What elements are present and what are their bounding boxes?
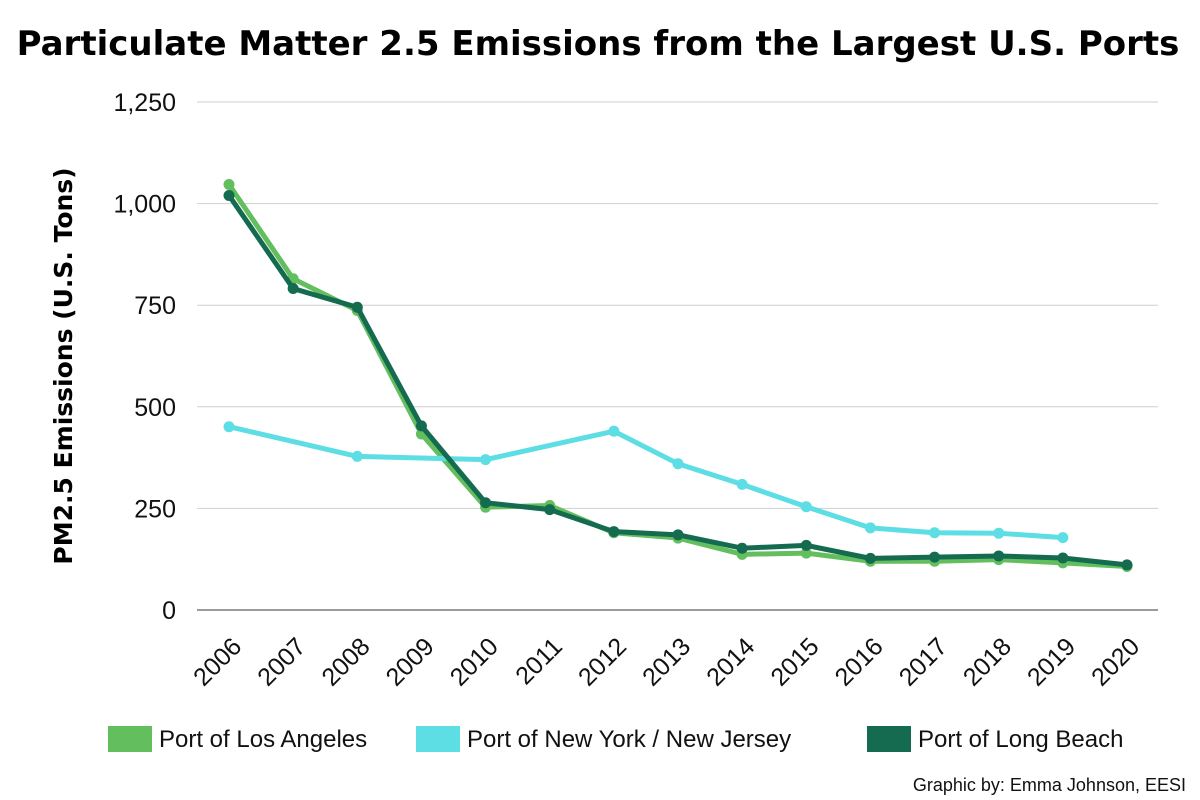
x-tick-label: 2007 (252, 632, 311, 691)
data-point (480, 454, 492, 466)
series-line (226, 192, 1130, 568)
series-line (226, 424, 1066, 541)
y-tick-label: 250 (134, 495, 176, 523)
x-tick-label: 2020 (1086, 632, 1145, 691)
data-point (1057, 552, 1069, 564)
x-tick-labels: 2006 2007 2008 2009 2010 2011 2012 2013 2014 2015… (188, 632, 1145, 691)
x-tick-label: 2013 (637, 632, 696, 691)
x-tick-label: 2011 (510, 632, 568, 690)
y-tick-labels: 0 250 500 750 1,000 1,250 (113, 89, 176, 625)
data-point (415, 420, 427, 432)
y-axis-label: PM2.5 Emissions (U.S. Tons) (49, 167, 78, 564)
data-point (929, 527, 941, 539)
x-tick-label: 2019 (1022, 632, 1081, 691)
series-line (226, 181, 1130, 570)
data-point (223, 178, 235, 190)
data-point (672, 529, 684, 541)
credit-text: Graphic by: Emma Johnson, EESI (913, 775, 1186, 795)
x-tick-label: 2008 (316, 632, 375, 691)
data-point (993, 527, 1005, 539)
data-point (993, 550, 1005, 562)
legend: Port of Los Angeles Port of New York / Ne… (108, 726, 1123, 753)
data-point (800, 539, 812, 551)
x-tick-label: 2009 (381, 632, 440, 691)
legend-label: Port of New York / New Jersey (467, 726, 791, 753)
data-point (1121, 559, 1133, 571)
data-point (223, 421, 235, 433)
data-point (1057, 532, 1069, 544)
series-group (223, 178, 1133, 573)
data-point (544, 504, 556, 516)
x-tick-label: 2010 (445, 632, 504, 691)
legend-label: Port of Los Angeles (159, 726, 367, 753)
x-tick-label: 2012 (573, 632, 632, 691)
series-layer (223, 178, 1133, 573)
data-point (800, 547, 812, 559)
legend-swatch (867, 726, 911, 752)
data-point (351, 301, 363, 313)
y-tick-label: 1,250 (113, 89, 176, 117)
y-tick-label: 0 (162, 597, 176, 625)
y-tick-label: 750 (134, 292, 176, 320)
data-point (351, 450, 363, 462)
x-tick-label: 2017 (894, 632, 953, 691)
legend-label: Port of Long Beach (918, 726, 1123, 753)
x-tick-label: 2016 (830, 632, 889, 691)
data-point (608, 526, 620, 538)
x-tick-label: 2018 (958, 632, 1017, 691)
data-point (736, 478, 748, 490)
x-tick-label: 2015 (765, 632, 824, 691)
x-tick-label: 2014 (701, 632, 760, 691)
data-point (287, 283, 299, 295)
data-point (736, 542, 748, 554)
series-group (223, 189, 1133, 571)
series-group (223, 421, 1069, 544)
x-tick-label: 2006 (188, 632, 247, 691)
data-point (929, 551, 941, 563)
data-point (864, 522, 876, 534)
y-tick-label: 500 (134, 394, 176, 422)
data-point (608, 425, 620, 437)
chart-title: Particulate Matter 2.5 Emissions from th… (17, 24, 1180, 64)
data-point (223, 189, 235, 201)
data-point (480, 497, 492, 509)
y-tick-label: 1,000 (113, 191, 176, 219)
data-point (672, 458, 684, 470)
data-point (800, 501, 812, 513)
legend-swatch (416, 726, 460, 752)
legend-swatch (108, 726, 152, 752)
data-point (864, 552, 876, 564)
